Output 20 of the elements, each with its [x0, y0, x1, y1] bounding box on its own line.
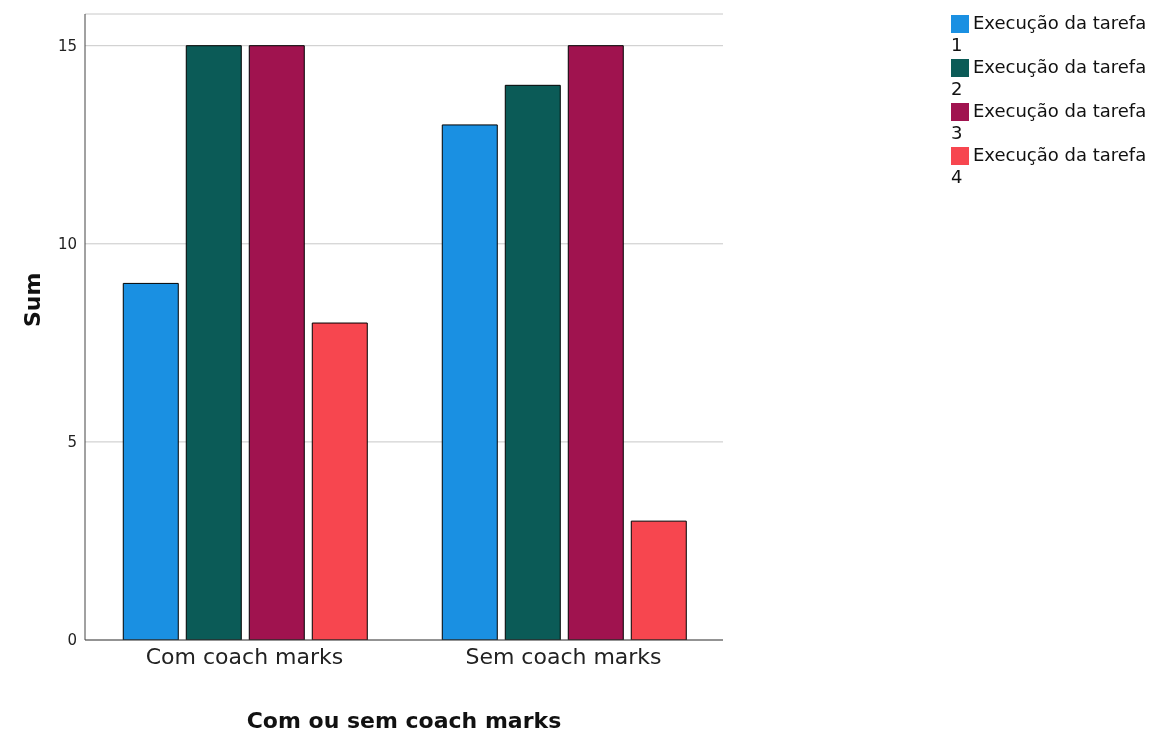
y-tick-label: 10 — [57, 235, 77, 254]
bar — [441, 124, 498, 640]
y-axis-title: Sum — [19, 272, 45, 327]
x-tick-label: Com coach marks — [145, 643, 344, 669]
y-tick-label: 0 — [67, 631, 77, 650]
x-tick-label: Sem coach marks — [465, 643, 662, 669]
bar — [248, 45, 305, 640]
legend-label: Execução da tarefa 1 — [951, 12, 1147, 55]
bar — [630, 520, 687, 640]
legend-label: Execução da tarefa 2 — [951, 56, 1147, 99]
y-tick-label: 5 — [67, 433, 77, 452]
bar — [567, 45, 624, 640]
y-tick-label: 15 — [57, 37, 77, 56]
x-axis-title: Com ou sem coach marks — [246, 708, 562, 733]
bar — [504, 84, 561, 640]
bar — [311, 322, 368, 640]
legend-label: Execução da tarefa 3 — [951, 100, 1147, 143]
bar — [122, 282, 179, 640]
legend-label: Execução da tarefa 4 — [951, 144, 1147, 187]
bar — [185, 45, 242, 640]
